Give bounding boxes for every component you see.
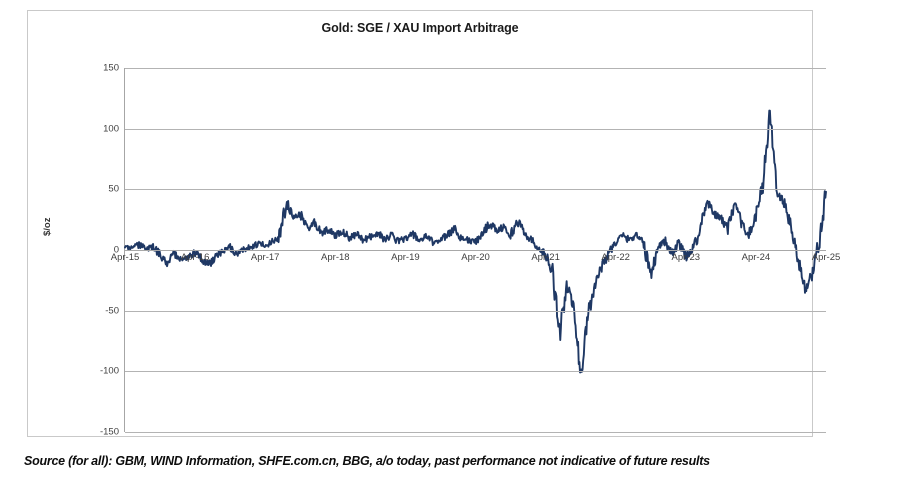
y-axis-line (124, 68, 125, 432)
series-path (124, 109, 827, 374)
x-tick-label: Apr-16 (180, 252, 210, 263)
x-tick-label: Apr-20 (461, 252, 490, 263)
gridline--100 (125, 371, 826, 373)
plot-area (124, 68, 827, 433)
gridline-50 (125, 189, 826, 191)
gridline--50 (125, 310, 826, 312)
x-tick-label: Apr-22 (601, 252, 630, 263)
gridline-0 (125, 250, 826, 251)
chart-frame: Gold: SGE / XAU Import Arbitrage $/oz 15… (27, 10, 840, 438)
source-footnote: Source (for all): GBM, WIND Information,… (24, 454, 710, 468)
y-tick-label: 150 (103, 62, 119, 74)
data-series-line (124, 109, 827, 374)
y-tick-label: 0 (113, 244, 119, 256)
x-axis-tick-labels: Apr-15 Apr-16 Apr-17 Apr-18 Apr-19 Apr-20 Apr-… (111, 252, 841, 266)
gridline-150 (125, 68, 826, 69)
x-tick-label: Apr-24 (741, 252, 771, 263)
gridline--150 (125, 432, 826, 433)
y-tick-label: 50 (108, 183, 119, 195)
x-tick-label: Apr-25 (811, 252, 841, 263)
y-tick-label: 100 (103, 123, 119, 135)
x-tick-label: Apr-18 (321, 252, 350, 263)
x-tick-label: Apr-21 (531, 252, 560, 263)
y-axis-tick-labels: 150 100 50 0 -50 -100 -150 (75, 63, 119, 438)
gridline-100 (125, 128, 826, 130)
x-tick-label: Apr-15 (110, 252, 140, 263)
y-tick-label: -50 (105, 305, 119, 317)
y-axis-title: $/oz (42, 217, 53, 236)
y-tick-label: -100 (99, 365, 119, 377)
x-tick-label: Apr-23 (671, 252, 701, 263)
chart-title: Gold: SGE / XAU Import Arbitrage (321, 21, 519, 35)
x-tick-label: Apr-19 (391, 252, 420, 263)
x-tick-label: Apr-17 (250, 252, 280, 263)
y-tick-label: -150 (99, 426, 119, 438)
